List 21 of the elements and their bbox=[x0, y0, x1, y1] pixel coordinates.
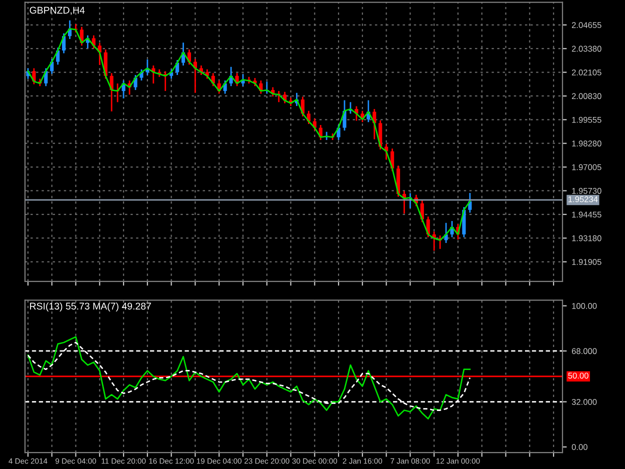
y-tick-label: 32.000 bbox=[572, 398, 597, 405]
y-tick-label: 1.93180 bbox=[572, 235, 602, 242]
y-tick-label: 1.98280 bbox=[572, 140, 602, 146]
y-tick-label: 100.00 bbox=[572, 303, 597, 309]
y-tick-label: 2.04655 bbox=[572, 22, 602, 28]
y-tick-label: 1.95730 bbox=[572, 188, 602, 194]
ref-line-label: 50.00 bbox=[568, 372, 588, 379]
y-tick-label: 1.94455 bbox=[572, 212, 602, 218]
line-series bbox=[27, 28, 471, 241]
line-series bbox=[27, 336, 471, 420]
chart-title: GBPNZD,H4 bbox=[30, 6, 85, 15]
y-tick-label: 2.02105 bbox=[572, 69, 602, 76]
chart-title: RSI(13) 55.73 MA(7) 49.287 bbox=[30, 302, 151, 312]
y-tick-label: 0.00 bbox=[572, 444, 588, 450]
y-tick-label: 68.000 bbox=[572, 348, 597, 354]
ref-line-label: 1.95234 bbox=[568, 196, 598, 202]
y-tick-label: 1.99555 bbox=[572, 116, 602, 123]
y-tick-label: 2.03380 bbox=[572, 46, 602, 52]
y-tick-label: 1.91905 bbox=[572, 259, 602, 265]
y-tick-label: 1.97005 bbox=[572, 164, 602, 170]
y-tick-label: 2.00830 bbox=[572, 93, 602, 100]
